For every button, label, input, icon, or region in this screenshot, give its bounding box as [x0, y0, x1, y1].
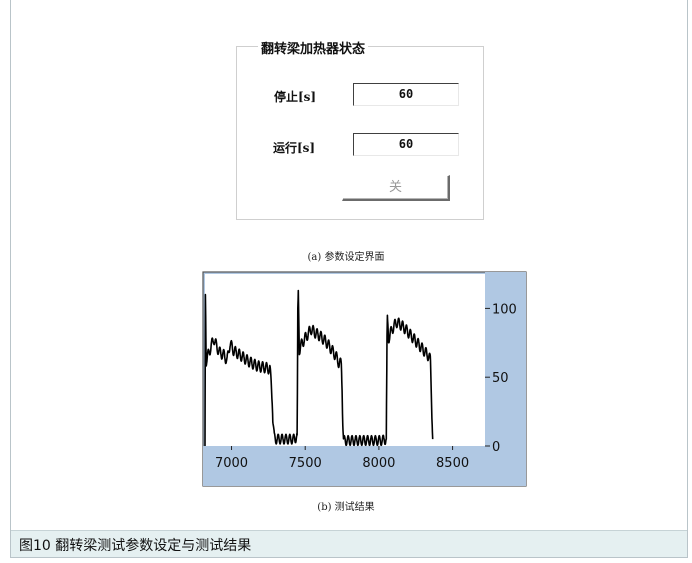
y-tick-label: 50 — [492, 371, 509, 386]
panel-b-caption: (b) 测试结果 — [317, 502, 375, 513]
figure-caption: 图10 翻转梁测试参数设定与测试结果 — [19, 538, 252, 554]
chart-plot-area — [205, 274, 485, 446]
chart-x-axis: 7000 7500 8000 8500 — [215, 446, 469, 471]
x-tick-label: 8000 — [362, 456, 395, 471]
run-label: 运行[s] — [273, 141, 316, 155]
x-tick-label: 7000 — [215, 456, 248, 471]
chart-y-axis: 0 50 100 — [485, 302, 517, 455]
y-tick-label: 100 — [492, 302, 517, 317]
chart-series-line — [204, 289, 434, 447]
chart-x-axis-band — [203, 446, 526, 486]
x-tick-label: 7500 — [289, 456, 322, 471]
stop-seconds-field[interactable]: 60 — [353, 83, 459, 106]
x-tick-label: 8500 — [436, 456, 469, 471]
heater-status-title: 翻转梁加热器状态 — [258, 38, 369, 57]
y-tick-label: 0 — [492, 440, 500, 455]
stop-label: 停止[s] — [274, 90, 317, 104]
heater-toggle-button[interactable]: 关 — [342, 175, 450, 201]
figure-caption-bar: 图10 翻转梁测试参数设定与测试结果 — [11, 530, 687, 557]
run-seconds-field[interactable]: 60 — [353, 133, 459, 156]
panel-a-caption: (a) 参数设定界面 — [307, 252, 385, 263]
